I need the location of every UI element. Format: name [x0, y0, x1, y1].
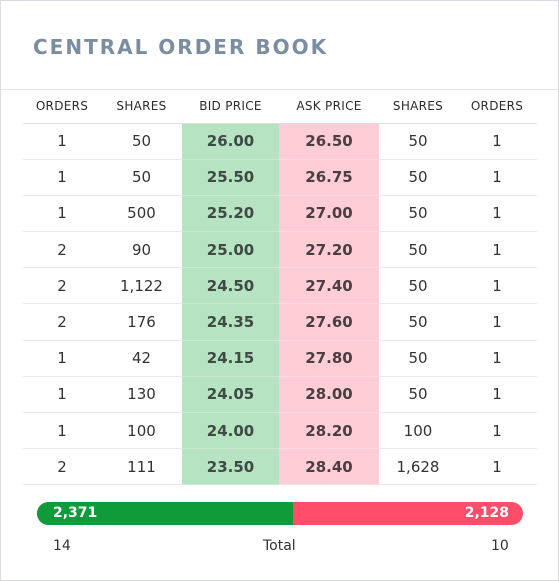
table-row: 1 100 24.00 28.20 100 1	[23, 412, 537, 450]
ask-price-cell: 27.40	[279, 267, 379, 305]
ask-shares-cell: 1,628	[379, 448, 457, 486]
table-row: 1 50 26.00 26.50 50 1	[23, 123, 537, 160]
column-header-bid-shares: SHARES	[101, 90, 182, 124]
column-header-ask-orders: ORDERS	[457, 90, 537, 124]
bid-shares-cell: 42	[101, 340, 182, 377]
bid-orders-cell: 1	[23, 123, 101, 160]
order-book-table: ORDERS SHARES BID PRICE ASK PRICE SHARES…	[23, 90, 537, 486]
bid-shares-cell: 100	[101, 412, 182, 450]
bid-volume-fill	[37, 502, 294, 525]
bid-shares-cell: 130	[101, 376, 182, 414]
ask-orders-cell: 1	[457, 195, 537, 233]
bid-price-cell: 26.00	[182, 123, 279, 160]
bid-shares-cell: 176	[101, 303, 182, 341]
column-header-ask-price: ASK PRICE	[279, 90, 379, 124]
bid-price-cell: 25.20	[182, 195, 279, 233]
bid-orders-cell: 2	[23, 267, 101, 305]
bid-price-cell: 24.35	[182, 303, 279, 341]
bid-orders-cell: 2	[23, 231, 101, 269]
bid-price-cell: 24.05	[182, 376, 279, 414]
table-row: 2 1,122 24.50 27.40 50 1	[23, 267, 537, 305]
table-row: 2 111 23.50 28.40 1,628 1	[23, 448, 537, 486]
table-row: 2 90 25.00 27.20 50 1	[23, 231, 537, 269]
ask-price-cell: 28.40	[279, 448, 379, 486]
bid-shares-cell: 50	[101, 159, 182, 196]
column-header-ask-shares: SHARES	[379, 90, 457, 124]
bid-orders-cell: 1	[23, 340, 101, 377]
bid-price-cell: 24.15	[182, 340, 279, 377]
bid-price-cell: 25.50	[182, 159, 279, 196]
ask-orders-cell: 1	[457, 376, 537, 414]
table-row: 1 130 24.05 28.00 50 1	[23, 376, 537, 414]
ask-price-cell: 26.75	[279, 159, 379, 196]
bid-orders-cell: 2	[23, 303, 101, 341]
bid-total-shares: 2,371	[53, 505, 98, 521]
bid-orders-cell: 2	[23, 448, 101, 486]
bid-price-cell: 24.50	[182, 267, 279, 305]
ask-price-cell: 28.00	[279, 376, 379, 414]
bid-orders-cell: 1	[23, 412, 101, 450]
title-divider	[1, 89, 558, 90]
ask-shares-cell: 50	[379, 195, 457, 233]
ask-shares-cell: 50	[379, 231, 457, 269]
bid-orders-cell: 1	[23, 159, 101, 196]
ask-price-cell: 27.00	[279, 195, 379, 233]
table-body: 1 50 26.00 26.50 50 1 1 50 25.50 26.75 50 1 1 500 25.2…	[23, 123, 537, 486]
table-header-row: ORDERS SHARES BID PRICE ASK PRICE SHARES…	[23, 90, 537, 124]
bid-price-cell: 25.00	[182, 231, 279, 269]
ask-orders-cell: 1	[457, 267, 537, 305]
ask-total-orders: 10	[491, 538, 509, 554]
bid-orders-cell: 1	[23, 195, 101, 233]
ask-shares-cell: 50	[379, 303, 457, 341]
ask-orders-cell: 1	[457, 448, 537, 486]
ask-shares-cell: 50	[379, 159, 457, 196]
ask-total-shares: 2,128	[464, 505, 509, 521]
ask-price-cell: 27.80	[279, 340, 379, 377]
ask-orders-cell: 1	[457, 303, 537, 341]
ask-shares-cell: 50	[379, 267, 457, 305]
bid-shares-cell: 90	[101, 231, 182, 269]
ask-shares-cell: 100	[379, 412, 457, 450]
bid-orders-cell: 1	[23, 376, 101, 414]
table-row: 1 500 25.20 27.00 50 1	[23, 195, 537, 233]
page-title: CENTRAL ORDER BOOK	[33, 35, 329, 59]
ask-orders-cell: 1	[457, 123, 537, 160]
ask-price-cell: 27.60	[279, 303, 379, 341]
volume-ratio-bar: 2,371 2,128	[37, 502, 523, 525]
ask-orders-cell: 1	[457, 231, 537, 269]
bid-total-orders: 14	[53, 538, 71, 554]
ask-orders-cell: 1	[457, 159, 537, 196]
column-header-bid-price: BID PRICE	[182, 90, 279, 124]
ask-price-cell: 28.20	[279, 412, 379, 450]
bid-shares-cell: 500	[101, 195, 182, 233]
bid-price-cell: 24.00	[182, 412, 279, 450]
table-row: 1 42 24.15 27.80 50 1	[23, 340, 537, 377]
ask-orders-cell: 1	[457, 340, 537, 377]
ask-shares-cell: 50	[379, 376, 457, 414]
bid-shares-cell: 111	[101, 448, 182, 486]
ask-price-cell: 26.50	[279, 123, 379, 160]
table-row: 2 176 24.35 27.60 50 1	[23, 303, 537, 341]
ask-shares-cell: 50	[379, 340, 457, 377]
ask-price-cell: 27.20	[279, 231, 379, 269]
column-header-bid-orders: ORDERS	[23, 90, 101, 124]
bid-shares-cell: 1,122	[101, 267, 182, 305]
total-label: Total	[263, 538, 296, 554]
table-row: 1 50 25.50 26.75 50 1	[23, 159, 537, 196]
ask-shares-cell: 50	[379, 123, 457, 160]
bid-price-cell: 23.50	[182, 448, 279, 486]
ask-orders-cell: 1	[457, 412, 537, 450]
bid-shares-cell: 50	[101, 123, 182, 160]
